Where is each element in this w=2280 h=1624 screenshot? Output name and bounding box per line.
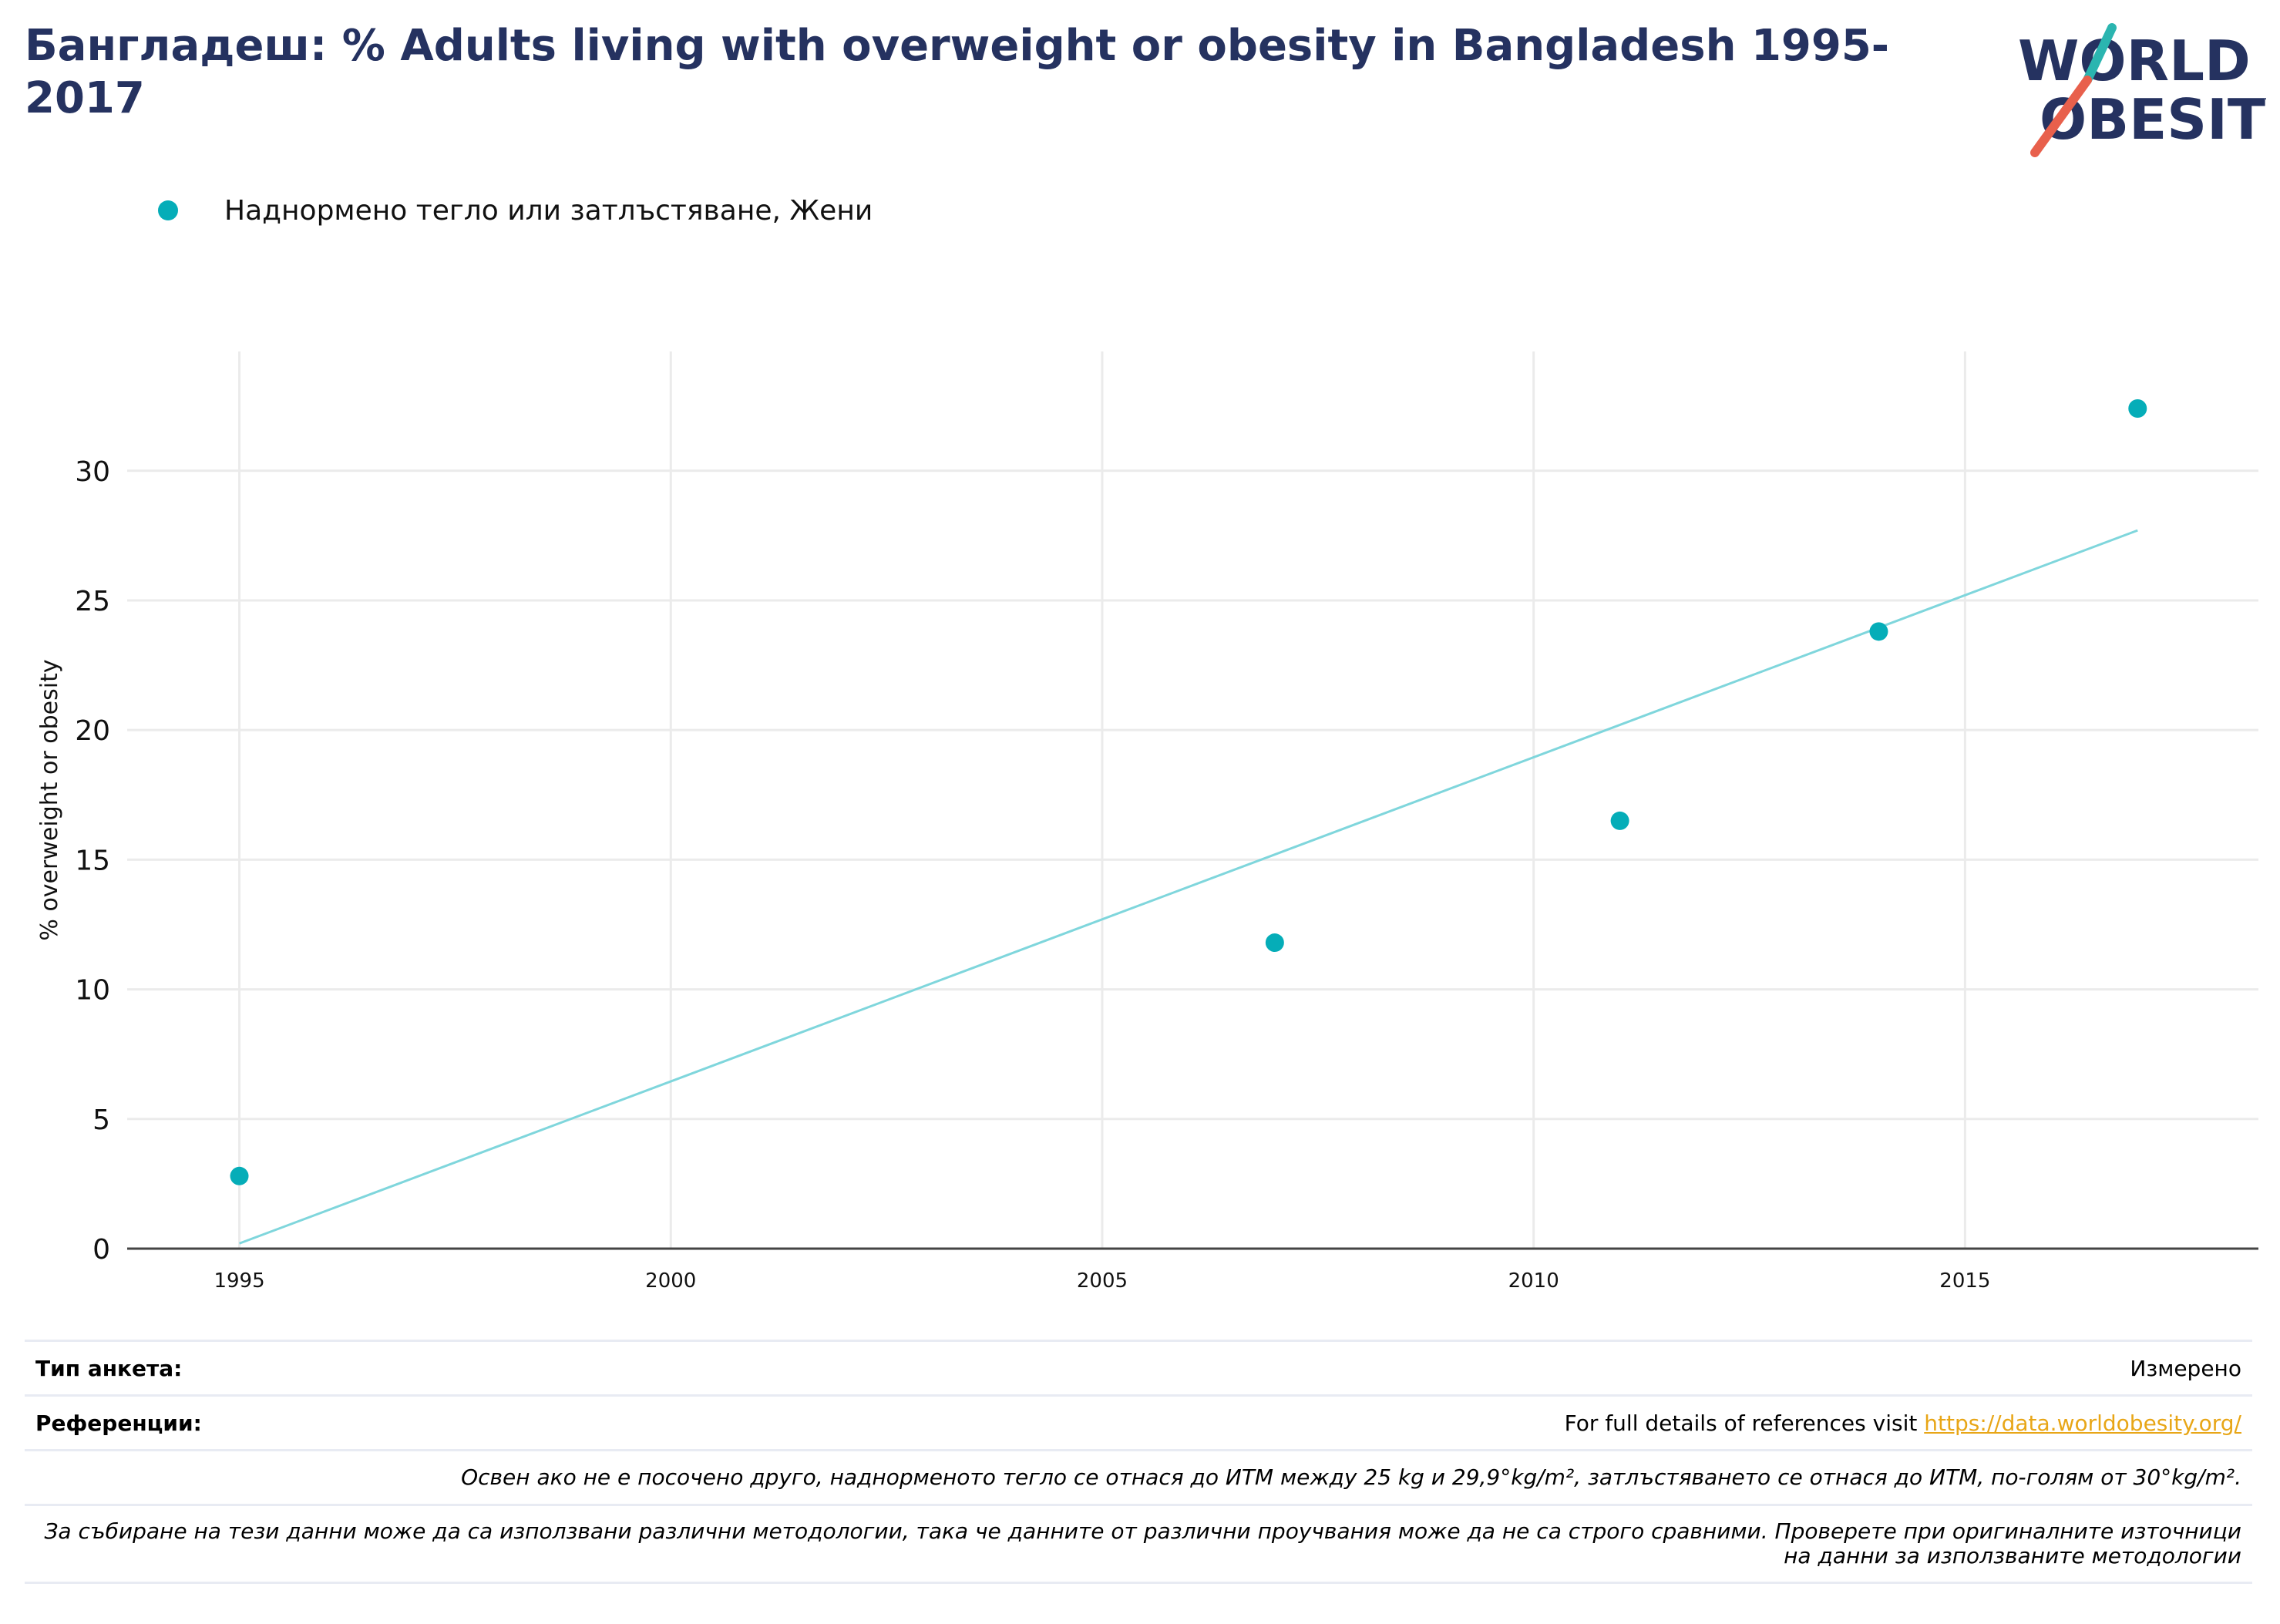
x-tick-label: 2005 — [1077, 1269, 1128, 1293]
legend: Наднормено тегло или затлъстяване, Жени — [158, 191, 873, 230]
survey-type-row: Тип анкета: Измерено — [25, 1340, 2252, 1394]
bmi-note: Освен ако не е посочено друго, наднормен… — [461, 1464, 2241, 1490]
data-point-2011 — [1610, 811, 1629, 830]
logo-slash-teal — [2083, 23, 2117, 85]
y-tick-label: 5 — [92, 1105, 110, 1136]
y-tick-label: 0 — [92, 1234, 110, 1266]
x-tick-label: 2000 — [645, 1269, 696, 1293]
data-point-2007 — [1265, 933, 1284, 953]
data-point-2017 — [2128, 399, 2147, 419]
world-obesity-logo: WORLD OBESITY — [2018, 23, 2266, 157]
references-text: For full details of references visit — [1564, 1410, 1925, 1436]
bmi-note-row: Освен ако не е посочено друго, наднормен… — [25, 1449, 2252, 1504]
x-tick-label: 2015 — [1939, 1269, 1990, 1293]
references-link[interactable]: https://data.worldobesity.org/ — [1924, 1410, 2241, 1436]
survey-type-value: Измерено — [2130, 1355, 2241, 1381]
chart-title: Бангладеш: % Adults living with overweig… — [25, 21, 1890, 123]
footer-table: Тип анкета: Измерено Референции: For ful… — [25, 1340, 2252, 1584]
y-axis-label: % overweight or obesity — [36, 659, 63, 940]
scatter-chart: 0 5 10 15 20 25 30 1995 2000 2005 2010 2015 % overwe… — [36, 351, 2258, 1293]
legend-marker — [158, 200, 178, 220]
data-point-1995 — [230, 1166, 249, 1185]
data-point-2014 — [1869, 622, 1888, 641]
methodology-note: За събиране на тези данни може да са изп… — [44, 1518, 2241, 1569]
references-value: For full details of references visit htt… — [1565, 1410, 2241, 1436]
y-tick-label: 20 — [75, 715, 110, 747]
y-tick-label: 15 — [75, 845, 110, 876]
y-tick-label: 30 — [75, 456, 110, 488]
y-tick-label: 25 — [75, 586, 110, 617]
methodology-note-row: За събиране на тези данни може да са изп… — [25, 1504, 2252, 1584]
x-tick-label: 2010 — [1508, 1269, 1559, 1293]
references-label: Референции: — [35, 1410, 202, 1436]
x-tick-label: 1995 — [214, 1269, 264, 1293]
trend-line — [238, 529, 2138, 1245]
logo-slash-red — [2030, 76, 2092, 157]
legend-label: Наднормено тегло или затлъстяване, Жени — [224, 194, 873, 227]
references-row: Референции: For full details of referenc… — [25, 1394, 2252, 1449]
survey-type-label: Тип анкета: — [35, 1355, 183, 1381]
logo-word-world: WORLD — [2018, 29, 2251, 93]
y-tick-label: 10 — [75, 975, 110, 1007]
